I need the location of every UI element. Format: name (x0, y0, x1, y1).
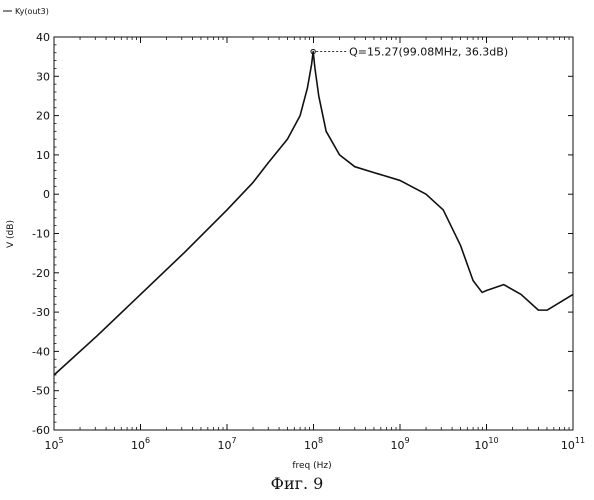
peak-annotation: Q=15.27(99.08MHz, 36.3dB) (349, 46, 508, 59)
x-tick-label: 1011 (561, 436, 585, 452)
series-line-ky-out3 (54, 52, 573, 375)
plot-frame (54, 37, 573, 430)
y-tick-label: 10 (36, 149, 50, 162)
y-tick-label: -10 (32, 228, 50, 241)
y-tick-label: -60 (32, 424, 50, 437)
figure-caption: Фиг. 9 (0, 474, 594, 493)
y-tick-label: -50 (32, 385, 50, 398)
legend-label: Ky(out3) (15, 7, 49, 16)
x-tick-label: 107 (217, 436, 236, 452)
y-axis: 40 30 20 10 0 -10 -20 -30 -40 -50 -60 (32, 31, 573, 437)
x-tick-label: 108 (304, 436, 323, 452)
y-tick-label: -40 (32, 345, 50, 358)
y-tick-label: -20 (32, 267, 50, 280)
y-tick-label: 40 (36, 31, 50, 44)
y-tick-label: 30 (36, 70, 50, 83)
x-axis-title: freq (Hz) (292, 461, 331, 470)
y-tick-label: -30 (32, 306, 50, 319)
annotation-layer: Q=15.27(99.08MHz, 36.3dB) (311, 46, 508, 59)
x-tick-label: 106 (131, 436, 150, 452)
x-axis: 105 106 107 108 109 1010 1011 (44, 37, 585, 452)
x-tick-label: 1010 (474, 436, 498, 452)
legend: Ky(out3) (3, 7, 49, 16)
y-axis-title: V (dB) (6, 220, 16, 248)
x-tick-label: 105 (44, 436, 63, 452)
series-layer (54, 52, 573, 375)
y-tick-label: 20 (36, 110, 50, 123)
chart: Ky(out3) 40 30 20 10 0 -10 -20 -30 -40 -50 -60 105… (0, 0, 594, 470)
x-tick-label: 109 (390, 436, 409, 452)
y-tick-label: 0 (43, 188, 50, 201)
